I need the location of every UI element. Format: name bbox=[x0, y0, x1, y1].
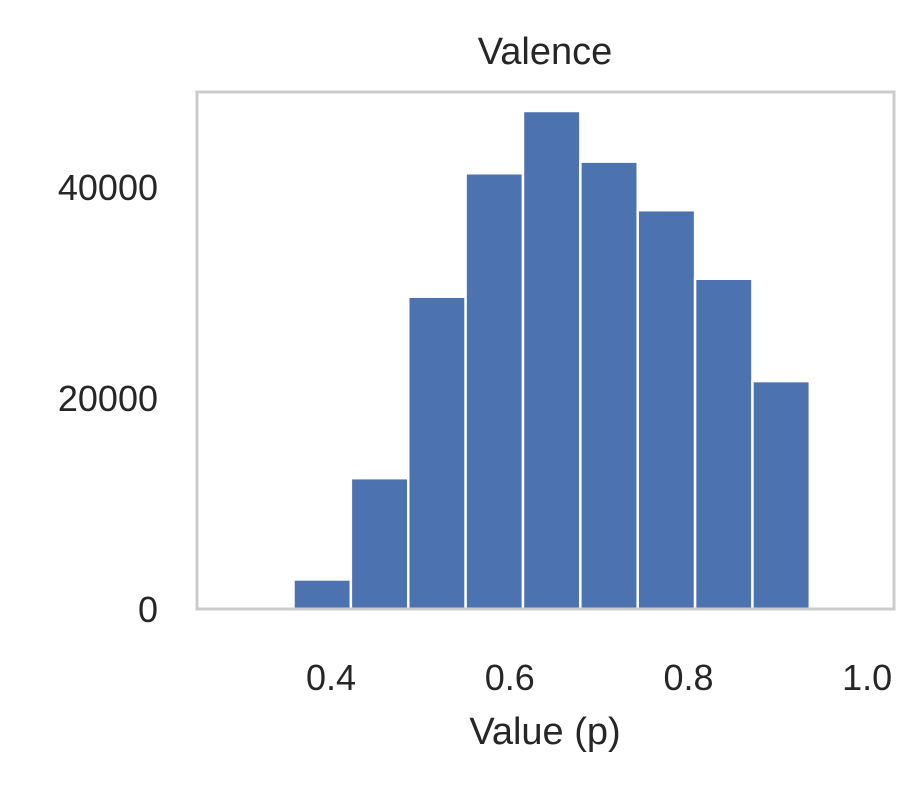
histogram-bar bbox=[638, 210, 695, 609]
y-tick-label: 40000 bbox=[58, 167, 158, 208]
histogram-bar bbox=[294, 579, 351, 609]
x-tick-label: 0.6 bbox=[485, 657, 535, 698]
x-axis-label: Value (p) bbox=[469, 711, 620, 753]
histogram-bar bbox=[408, 297, 465, 609]
x-tick-label: 0.4 bbox=[306, 657, 356, 698]
histogram-bar bbox=[523, 111, 580, 609]
x-tick-label: 0.8 bbox=[663, 657, 713, 698]
histogram-bar bbox=[695, 279, 752, 609]
x-tick-labels: 0.4 0.6 0.8 1.0 bbox=[306, 657, 892, 698]
chart-title: Valence bbox=[478, 31, 613, 73]
histogram-bar bbox=[351, 478, 408, 609]
y-tick-label: 20000 bbox=[58, 378, 158, 419]
histogram-bar bbox=[466, 173, 523, 609]
y-tick-label: 0 bbox=[138, 589, 158, 630]
y-tick-labels: 0 20000 40000 bbox=[58, 167, 158, 630]
bars-group bbox=[294, 111, 810, 609]
histogram-bar bbox=[752, 381, 809, 609]
histogram-bar bbox=[580, 162, 637, 609]
x-tick-label: 1.0 bbox=[842, 657, 892, 698]
